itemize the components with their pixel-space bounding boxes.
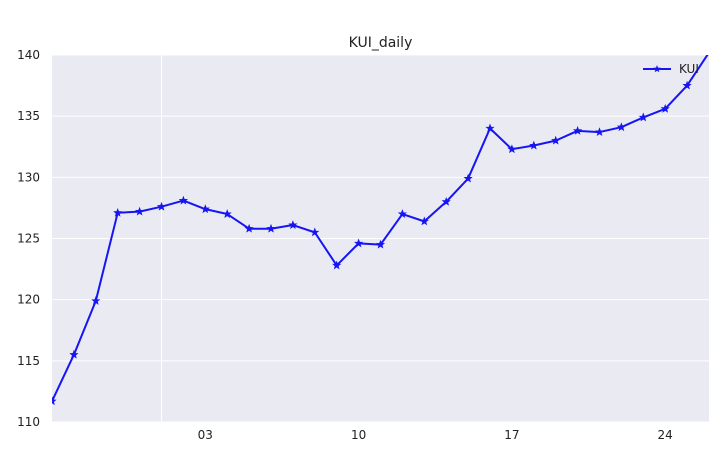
y-tick-label: 110 bbox=[17, 415, 40, 429]
data-point bbox=[134, 206, 145, 216]
data-point bbox=[156, 201, 167, 211]
y-axis-ticks: 110 115 120 125 130 135 140 bbox=[17, 48, 40, 429]
legend-marker-kui bbox=[653, 65, 661, 73]
x-tick-label: 10 bbox=[351, 428, 366, 442]
y-tick-label: 120 bbox=[17, 293, 40, 307]
data-point bbox=[551, 135, 561, 145]
y-tick-label: 115 bbox=[17, 354, 40, 368]
data-point bbox=[706, 55, 709, 57]
data-point bbox=[332, 260, 342, 270]
data-point bbox=[463, 173, 473, 183]
y-tick-label: 125 bbox=[17, 232, 40, 246]
legend: KUI bbox=[643, 62, 699, 76]
data-point bbox=[222, 209, 232, 218]
data-point bbox=[572, 126, 583, 135]
data-point bbox=[244, 223, 254, 233]
data-point bbox=[485, 123, 495, 133]
data-point bbox=[419, 216, 429, 226]
data-point bbox=[682, 80, 692, 90]
data-point bbox=[69, 349, 79, 359]
data-point bbox=[200, 204, 210, 214]
x-tick-label: 17 bbox=[504, 428, 519, 442]
data-point bbox=[91, 296, 101, 305]
data-point bbox=[113, 207, 123, 217]
data-point bbox=[507, 144, 517, 154]
data-point bbox=[375, 239, 386, 249]
data-point bbox=[660, 103, 670, 113]
y-tick-label: 140 bbox=[17, 48, 40, 62]
y-tick-label: 130 bbox=[17, 170, 40, 184]
data-point bbox=[266, 223, 276, 233]
data-point bbox=[52, 396, 57, 406]
data-point bbox=[441, 196, 451, 206]
x-tick-label: 24 bbox=[658, 428, 673, 442]
legend-label-kui: KUI bbox=[679, 62, 699, 76]
x-axis-ticks: 03 10 17 24 bbox=[198, 428, 673, 442]
data-point bbox=[288, 220, 298, 229]
x-tick-label: 03 bbox=[198, 428, 213, 442]
data-point bbox=[310, 227, 320, 237]
data-point bbox=[353, 238, 364, 248]
chart-title: KUI_daily bbox=[349, 35, 413, 51]
data-point bbox=[529, 140, 539, 150]
data-point bbox=[397, 209, 408, 218]
gridlines bbox=[52, 54, 709, 423]
data-point bbox=[616, 122, 627, 132]
data-point bbox=[594, 127, 605, 136]
series-group bbox=[52, 55, 709, 406]
y-tick-label: 135 bbox=[17, 109, 40, 123]
data-point bbox=[638, 112, 648, 122]
data-point bbox=[178, 195, 189, 205]
